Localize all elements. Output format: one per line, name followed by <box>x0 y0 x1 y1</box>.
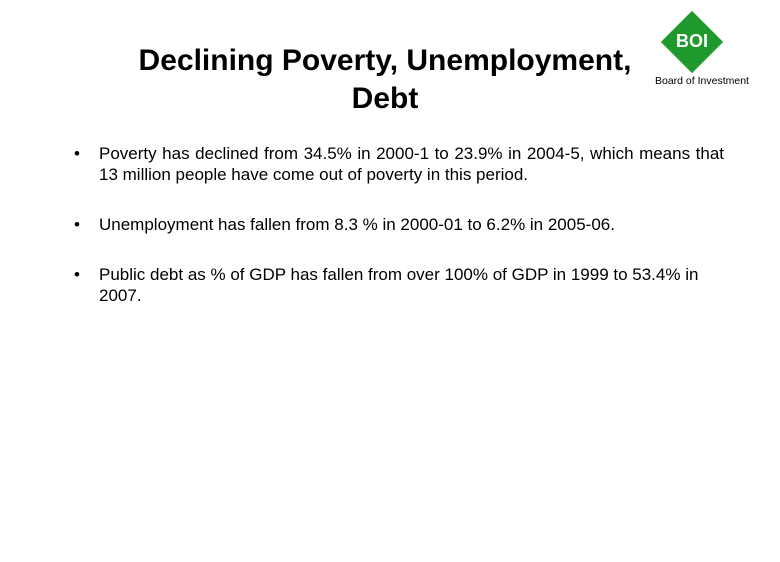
slide-title-line-1: Declining Poverty, Unemployment, <box>138 44 632 77</box>
slide-title-line-2: Debt <box>351 82 419 115</box>
bullet-item-debt: • Public debt as % of GDP has fallen fro… <box>74 264 724 306</box>
slide-title: Declining Poverty, Unemployment, Debt <box>100 42 670 118</box>
bullet-text: Unemployment has fallen from 8.3 % in 20… <box>99 215 615 234</box>
bullet-item-unemployment: • Unemployment has fallen from 8.3 % in … <box>74 214 724 235</box>
bullet-text: Poverty has declined from 34.5% in 2000-… <box>99 144 724 184</box>
bullet-dot-icon: • <box>74 144 80 163</box>
bullet-dot-icon: • <box>74 265 80 284</box>
logo-mark: BOI <box>675 31 708 51</box>
bullet-dot-icon: • <box>74 215 80 234</box>
boi-logo: BOI Board of Investment <box>655 10 773 90</box>
bullet-text: Public debt as % of GDP has fallen from … <box>99 265 699 305</box>
logo-caption: Board of Investment <box>655 75 749 87</box>
bullet-list: • Poverty has declined from 34.5% in 200… <box>74 143 724 335</box>
bullet-item-poverty: • Poverty has declined from 34.5% in 200… <box>74 143 724 185</box>
